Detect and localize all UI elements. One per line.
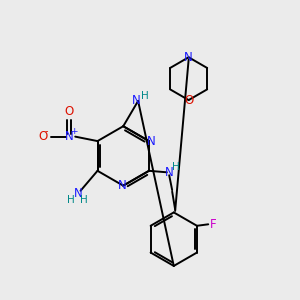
Text: N: N [74, 187, 82, 200]
Text: H: H [172, 162, 180, 172]
Text: N: N [65, 130, 74, 143]
Text: N: N [184, 51, 193, 64]
Text: N: N [118, 179, 127, 192]
Text: O: O [64, 106, 74, 118]
Text: O: O [38, 130, 48, 143]
Text: H: H [67, 195, 75, 205]
Text: N: N [165, 166, 174, 179]
Text: H: H [141, 91, 148, 100]
Text: H: H [80, 195, 88, 205]
Text: -: - [45, 126, 48, 136]
Text: +: + [70, 127, 77, 136]
Text: O: O [184, 94, 193, 106]
Text: N: N [146, 135, 155, 148]
Text: F: F [210, 218, 217, 231]
Text: N: N [132, 94, 141, 107]
